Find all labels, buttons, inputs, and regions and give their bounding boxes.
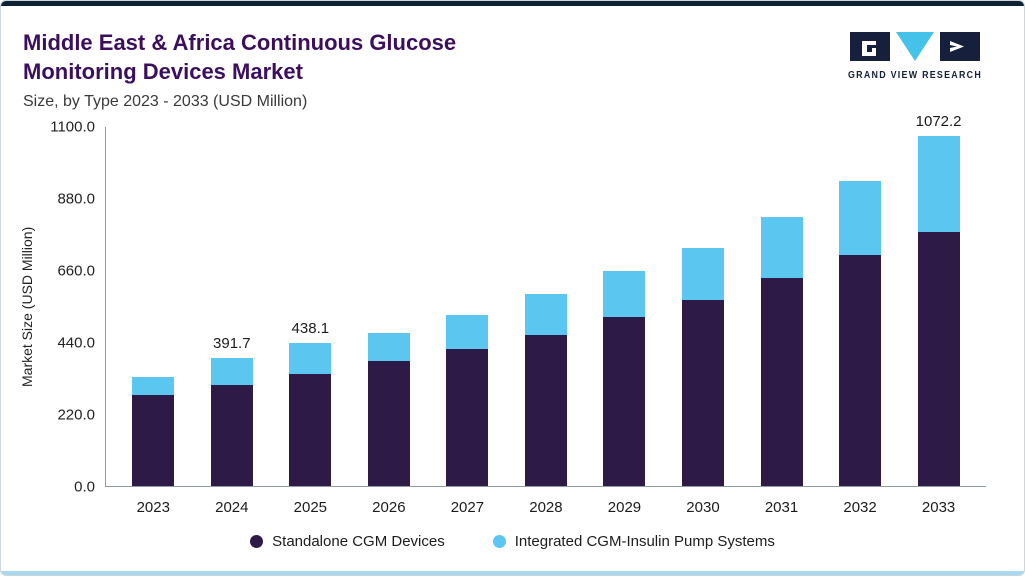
x-tick-2031: 2031 — [764, 499, 799, 517]
bar-segment-2023-integrated-cgm-pump — [132, 376, 175, 395]
bar-segment-2030-integrated-cgm-pump — [681, 247, 724, 301]
bar-group-2028: 2028 — [524, 127, 567, 516]
x-tick-2033: 2033 — [921, 499, 956, 517]
bar-segment-2028-integrated-cgm-pump — [524, 294, 567, 335]
x-tick-2029: 2029 — [607, 499, 642, 517]
legend-item-integrated-cgm-pump: Integrated CGM-Insulin Pump Systems — [492, 533, 775, 551]
bar-value-label-2025: 438.1 — [291, 320, 330, 338]
y-tick-880.0: 880.0 — [57, 190, 95, 208]
legend-dot-icon — [492, 535, 506, 549]
x-tick-2023: 2023 — [136, 499, 170, 517]
x-tick-2027: 2027 — [450, 499, 485, 517]
x-tick-2032: 2032 — [843, 499, 877, 517]
chart: Market Size (USD Million) 0.0 220.0 440.0 6… — [19, 113, 986, 516]
logo-arrow-glyph-icon — [950, 41, 964, 52]
page-title-line2: Monitoring Devices Market — [23, 59, 303, 85]
bar-segment-2031-integrated-cgm-pump — [760, 216, 803, 279]
y-tick-0.0: 0.0 — [74, 478, 95, 496]
y-tick-1100.0: 1100.0 — [50, 118, 95, 136]
logo-triangle-icon — [896, 32, 934, 61]
page-title: Middle East & Africa Continuous Glucose … — [23, 28, 456, 86]
bar-segment-2028-standalone-cgm — [524, 334, 567, 487]
legend-item-standalone-cgm: Standalone CGM Devices — [250, 533, 445, 550]
x-tick-2025: 2025 — [293, 499, 328, 517]
y-tick-440.0: 440.0 — [57, 334, 95, 352]
bar-segment-2025-standalone-cgm — [289, 373, 332, 487]
bar-segment-2032-integrated-cgm-pump — [839, 180, 882, 256]
bar-segment-2029-standalone-cgm — [603, 317, 646, 487]
bar-segment-2033-integrated-cgm-pump — [917, 136, 960, 233]
bottom-accent-bar — [1, 571, 1024, 575]
bar-segment-2027-standalone-cgm — [446, 349, 489, 487]
bar-segment-2026-integrated-cgm-pump — [367, 333, 410, 361]
brand-logo: GRAND VIEW RESEARCH — [848, 32, 998, 89]
y-axis-title: Market Size (USD Million) — [19, 226, 35, 388]
bar-group-2029: 2029 — [603, 127, 646, 516]
y-axis-ticks: 0.0 220.0 440.0 660.0 880.0 1100.0 — [43, 119, 105, 496]
x-tick-2030: 2030 — [686, 499, 720, 517]
brand-name: GRAND VIEW RESEARCH — [848, 69, 982, 81]
y-tick-220.0: 220.0 — [57, 406, 95, 424]
legend-dot-icon — [250, 535, 264, 549]
logo-left-square — [850, 32, 890, 61]
header: Middle East & Africa Continuous Glucose … — [1, 6, 1024, 111]
bar-group-2025: 438.1 2025 — [289, 127, 332, 516]
top-accent-bar — [1, 1, 1024, 6]
y-tick-660.0: 660.0 — [57, 262, 95, 280]
bar-segment-2023-standalone-cgm — [132, 394, 175, 487]
x-tick-2026: 2026 — [372, 499, 406, 517]
bar-segment-2033-standalone-cgm — [917, 232, 960, 487]
legend-label: Standalone CGM Devices — [272, 533, 445, 551]
x-tick-2028: 2028 — [529, 499, 563, 517]
legend-label: Integrated CGM-Insulin Pump Systems — [514, 533, 775, 551]
bar-value-label-2024: 391.7 — [213, 335, 251, 353]
bar-segment-2024-standalone-cgm — [210, 384, 253, 487]
brand-logo-graphic: GRAND VIEW RESEARCH — [848, 32, 982, 81]
bar-segment-2029-integrated-cgm-pump — [603, 271, 646, 318]
plot-area: 2023 391.7 2024 438.1 2025 2026 2027 2028 2029 20… — [105, 113, 986, 516]
bar-value-label-2033: 1072.2 — [915, 113, 962, 131]
bar-segment-2032-standalone-cgm — [839, 255, 882, 487]
logo-g-glyph-icon — [862, 41, 876, 56]
bar-group-2023: 2023 — [132, 127, 175, 516]
legend: Standalone CGM Devices Integrated CGM-Ins… — [1, 533, 1024, 550]
bar-segment-2031-standalone-cgm — [760, 278, 803, 487]
title-block: Middle East & Africa Continuous Glucose … — [23, 28, 456, 111]
bar-segment-2030-standalone-cgm — [681, 300, 724, 487]
bar-group-2033: 1072.2 2033 — [916, 113, 962, 516]
page-title-line1: Middle East & Africa Continuous Glucose — [23, 30, 457, 55]
bar-group-2027: 2027 — [446, 127, 489, 516]
bar-segment-2024-integrated-cgm-pump — [210, 358, 253, 385]
bar-group-2030: 2030 — [681, 127, 724, 516]
x-tick-2024: 2024 — [215, 499, 249, 517]
bar-group-2024: 391.7 2024 — [210, 127, 253, 516]
bar-group-2031: 2031 — [760, 127, 803, 516]
bar-group-2026: 2026 — [367, 127, 410, 516]
bar-segment-2026-standalone-cgm — [367, 360, 410, 487]
bar-segment-2027-integrated-cgm-pump — [446, 315, 489, 349]
bar-group-2032: 2032 — [839, 127, 882, 516]
chart-subtitle: Size, by Type 2023 - 2033 (USD Million) — [23, 93, 308, 111]
bar-segment-2025-integrated-cgm-pump — [289, 343, 332, 374]
